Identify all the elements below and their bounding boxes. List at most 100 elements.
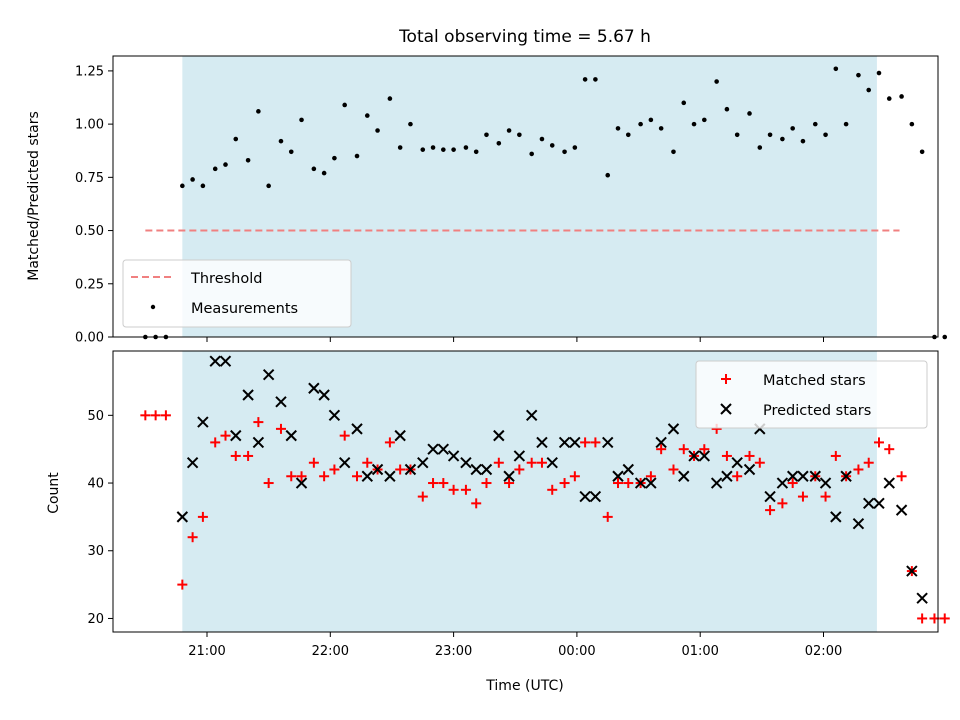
measurement-point [615, 126, 621, 131]
measurement-point [180, 183, 185, 189]
measurement-point [539, 136, 545, 142]
measurement-point [856, 72, 861, 78]
measurement-point [886, 96, 892, 101]
predicted-star-point [776, 477, 789, 489]
measurement-point [919, 149, 925, 155]
measurement-point [517, 132, 522, 138]
predicted-star-point [427, 443, 439, 455]
measurement-point [506, 128, 512, 133]
matched-star-point [754, 457, 765, 468]
matched-star-point [210, 437, 221, 448]
predicted-star-point [285, 429, 297, 442]
measurement-point [420, 147, 426, 152]
measurement-point [354, 153, 360, 159]
predicted-star-point [546, 457, 558, 469]
predicted-star-point [262, 368, 275, 381]
predicted-star-point [883, 477, 895, 489]
predicted-star-point [916, 592, 928, 604]
predicted-star-point [589, 490, 602, 503]
predicted-star-point [209, 355, 221, 367]
predicted-star-point [721, 470, 733, 482]
predicted-star-point [308, 382, 320, 394]
measurement-point [780, 136, 785, 142]
matched-star-point [352, 471, 363, 482]
predicted-star-point [493, 429, 505, 442]
predicted-star-point [558, 436, 571, 449]
predicted-star-point [840, 470, 852, 482]
count-panel-frame [112, 350, 939, 633]
measurement-point [843, 121, 849, 127]
matched-star-point [602, 511, 613, 522]
predicted-star-point [873, 497, 885, 510]
measurement-point [496, 140, 502, 146]
matched-star-point [797, 491, 808, 502]
predicted-star-point [186, 457, 199, 469]
legend-measurements-swatch [150, 304, 156, 310]
measurement-point [441, 147, 446, 152]
measurement-point [767, 132, 773, 138]
measurement-point [397, 145, 403, 150]
x-tick-label: 23:00 [435, 644, 472, 659]
matched-star-point [569, 471, 580, 482]
predicted-star-point [230, 429, 242, 442]
measurement-point [638, 121, 643, 127]
matched-star-point [732, 471, 743, 482]
matched-star-point [939, 613, 950, 624]
matched-star-point [613, 478, 623, 489]
matched-star-point [777, 498, 788, 509]
measurement-point [529, 151, 534, 157]
x-tick-label: 00:00 [558, 644, 595, 659]
chart-title: Total observing time = 5.67 h [398, 27, 651, 47]
matched-star-point [417, 491, 428, 502]
measurement-point [899, 94, 904, 99]
predicted-star-point [460, 457, 472, 469]
matched-star-point [884, 444, 895, 455]
predicted-star-point [830, 511, 842, 523]
matched-star-point [623, 478, 634, 489]
predicted-star-point [678, 470, 690, 482]
matched-star-point [656, 444, 667, 455]
matched-star-point [559, 478, 570, 489]
measurement-point [648, 117, 654, 123]
legend-matched-label: Matched stars [763, 373, 866, 389]
measurement-point [823, 132, 828, 138]
measurement-point [484, 132, 489, 138]
predicted-star-point [371, 463, 384, 476]
legend-threshold-label: Threshold [190, 271, 262, 287]
matched-star-point [177, 579, 188, 590]
matched-star-point [547, 484, 558, 495]
measurement-point [593, 77, 598, 82]
matched-star-point [308, 457, 319, 468]
predicted-star-point [437, 443, 450, 455]
x-axis-label: Time (UTC) [485, 678, 563, 694]
ratio-y-axis-label: Matched/Predicted stars [26, 111, 42, 281]
ratio-legend-box [122, 259, 352, 328]
measurement-point [671, 149, 676, 155]
measurement-point [681, 100, 687, 106]
predicted-star-point [688, 450, 700, 462]
predicted-star-point [786, 470, 799, 482]
matched-star-point [820, 491, 831, 502]
measurement-point [572, 145, 578, 150]
matched-star-point [830, 450, 841, 461]
matched-star-point [428, 478, 439, 489]
measurement-point [800, 138, 806, 144]
measurement-point [582, 77, 588, 82]
predicted-star-point [710, 477, 723, 489]
predicted-star-point [197, 416, 209, 428]
matched-star-point [873, 437, 884, 448]
matched-star-point [275, 423, 286, 434]
legend-predicted-swatch [720, 403, 732, 415]
count-legend-box [695, 360, 928, 429]
measurement-point [625, 132, 631, 138]
predicted-star-point [219, 355, 232, 367]
predicted-star-point [569, 436, 581, 449]
measurement-point [342, 102, 347, 108]
ratio-y-tick-label: 1.00 [75, 118, 104, 133]
predicted-star-point [622, 463, 634, 476]
predicted-star-point [338, 457, 351, 469]
measurement-point [691, 121, 697, 127]
matched-star-point [678, 444, 689, 455]
matched-star-point [362, 457, 373, 468]
predicted-star-point [906, 565, 918, 577]
